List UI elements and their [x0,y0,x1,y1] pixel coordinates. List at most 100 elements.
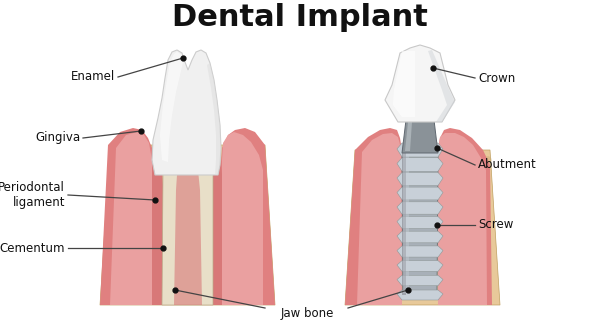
Ellipse shape [143,245,149,251]
Text: Jaw bone: Jaw bone [280,308,334,320]
Ellipse shape [216,292,225,301]
Polygon shape [357,133,402,305]
Ellipse shape [453,167,465,179]
Ellipse shape [229,208,239,217]
Ellipse shape [421,242,428,249]
Polygon shape [397,290,443,300]
Polygon shape [162,138,213,305]
Text: Gingiva: Gingiva [35,132,80,145]
Ellipse shape [214,223,223,233]
Ellipse shape [439,203,449,213]
Ellipse shape [197,187,208,196]
Ellipse shape [386,265,392,272]
Ellipse shape [180,273,186,279]
Ellipse shape [182,246,192,256]
Polygon shape [393,51,415,117]
Polygon shape [438,133,487,305]
Polygon shape [345,128,402,305]
Ellipse shape [178,198,189,209]
Polygon shape [402,120,438,153]
Ellipse shape [153,213,163,223]
Ellipse shape [194,285,206,297]
Ellipse shape [367,166,373,172]
Ellipse shape [462,163,472,173]
Ellipse shape [116,226,125,235]
Polygon shape [403,152,409,293]
Ellipse shape [466,276,476,286]
Ellipse shape [451,230,461,241]
Ellipse shape [251,286,262,297]
Ellipse shape [209,155,217,163]
Ellipse shape [187,191,197,201]
Ellipse shape [239,186,248,194]
Ellipse shape [394,282,400,288]
Ellipse shape [484,156,492,164]
Ellipse shape [172,145,177,151]
Ellipse shape [233,288,239,294]
Ellipse shape [133,150,140,157]
Text: Periodontal
ligament: Periodontal ligament [0,181,65,209]
Polygon shape [402,150,438,295]
Ellipse shape [380,220,386,226]
Ellipse shape [135,257,143,265]
Ellipse shape [229,254,235,260]
Ellipse shape [143,213,151,220]
Ellipse shape [462,235,469,242]
Polygon shape [397,202,443,214]
Polygon shape [385,45,455,122]
Polygon shape [174,148,202,305]
Ellipse shape [244,174,253,182]
Polygon shape [213,153,222,305]
Ellipse shape [220,246,229,254]
Ellipse shape [143,232,149,238]
Ellipse shape [429,153,441,165]
Polygon shape [152,50,221,175]
Ellipse shape [247,147,256,156]
Ellipse shape [184,284,191,292]
Ellipse shape [172,240,180,249]
Ellipse shape [158,191,164,197]
Polygon shape [152,155,163,305]
Ellipse shape [394,259,403,268]
Ellipse shape [472,227,477,233]
Ellipse shape [250,178,259,187]
Ellipse shape [139,219,146,226]
Ellipse shape [356,223,367,234]
Polygon shape [397,173,443,186]
Ellipse shape [206,200,215,208]
Ellipse shape [368,156,378,166]
Ellipse shape [148,168,159,179]
Text: Screw: Screw [478,218,514,232]
Ellipse shape [207,155,215,162]
Ellipse shape [481,210,487,215]
Ellipse shape [214,205,226,216]
Ellipse shape [205,234,215,244]
Ellipse shape [112,186,119,193]
Ellipse shape [186,263,198,275]
Ellipse shape [464,284,470,290]
Polygon shape [397,143,443,157]
Ellipse shape [227,223,236,232]
Ellipse shape [229,288,235,293]
Ellipse shape [169,211,179,221]
Ellipse shape [397,158,404,165]
Ellipse shape [463,209,474,220]
Polygon shape [100,145,275,305]
Polygon shape [438,128,492,305]
Ellipse shape [428,198,433,204]
Polygon shape [397,216,443,229]
Ellipse shape [432,206,443,217]
Polygon shape [110,132,152,305]
Ellipse shape [170,171,179,180]
Polygon shape [402,150,406,295]
Polygon shape [397,261,443,271]
Ellipse shape [424,190,434,200]
Ellipse shape [415,215,421,221]
Ellipse shape [253,249,258,255]
Ellipse shape [400,256,409,265]
Text: Crown: Crown [478,72,515,85]
Ellipse shape [382,287,389,294]
Text: Enamel: Enamel [71,71,115,84]
Ellipse shape [224,278,233,288]
Ellipse shape [421,154,433,165]
